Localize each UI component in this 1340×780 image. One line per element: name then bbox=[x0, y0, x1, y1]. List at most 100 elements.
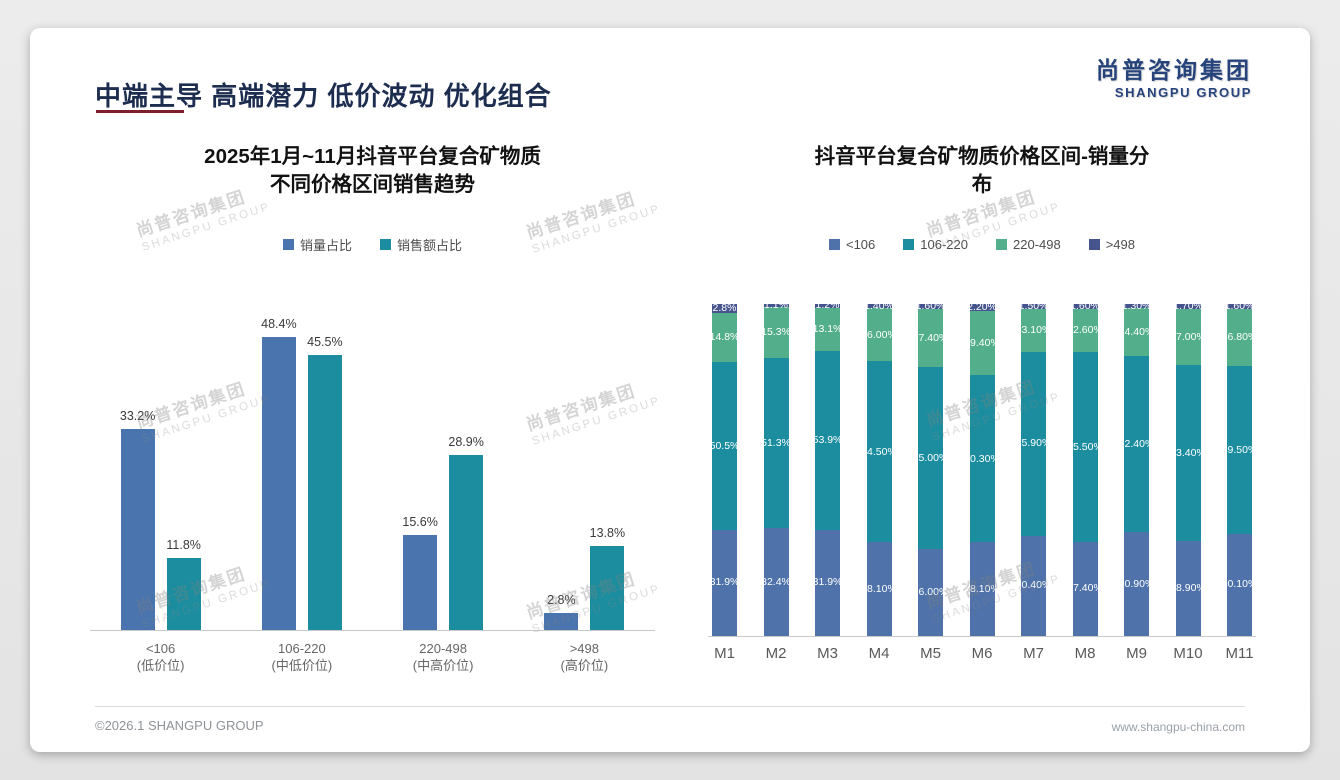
segment-value-label: 31.9% bbox=[709, 576, 740, 589]
segment-value-label: 14.8% bbox=[709, 331, 740, 344]
bar-销量占比: 15.6% bbox=[402, 515, 438, 630]
legend-swatch bbox=[903, 239, 915, 251]
segment-<106: 28.10% bbox=[964, 542, 1000, 636]
segment-value-label: 55.00% bbox=[912, 451, 949, 464]
month-label: M5 bbox=[920, 644, 941, 662]
segment-value-label: 1.60% bbox=[915, 300, 946, 312]
stacked-bar: 31.9% 53.9% 13.1% 1.2% bbox=[812, 300, 843, 636]
segment-<106: 26.00% bbox=[913, 549, 948, 636]
segment-220-498: 13.10% bbox=[1016, 308, 1051, 352]
bar-销量占比: 2.8% bbox=[544, 593, 579, 630]
month-label: M6 bbox=[971, 644, 993, 662]
segment-106-220: 55.00% bbox=[913, 366, 948, 550]
segment-value-label: 13.10% bbox=[1015, 323, 1052, 336]
legend-item: >498 bbox=[1088, 237, 1136, 253]
segment->498: 1.70% bbox=[1173, 301, 1203, 311]
title-accent-line bbox=[96, 110, 184, 113]
segment-106-220: 49.50% bbox=[1222, 365, 1257, 534]
segment-value-label: 2.8% bbox=[712, 301, 737, 314]
segment-value-label: 55.50% bbox=[1067, 440, 1103, 453]
segment->498: 1.1% bbox=[763, 300, 789, 310]
right-chart-title-line1: 抖音平台复合矿物质价格区间-销量分 bbox=[814, 145, 1150, 168]
bar-value-label: 48.4% bbox=[261, 317, 297, 332]
segment-value-label: 17.40% bbox=[912, 331, 949, 344]
right-legend: <106 106-220 220-498 >498 bbox=[708, 236, 1256, 254]
left-chart-title-line1: 2025年1月~11月抖音平台复合矿物质 bbox=[204, 145, 541, 168]
segment-<106: 27.40% bbox=[1067, 541, 1103, 636]
segment-220-498: 16.00% bbox=[861, 308, 897, 362]
bar-销量占比: 48.4% bbox=[261, 317, 297, 630]
segment-<106: 28.90% bbox=[1170, 540, 1206, 636]
left-plot: 33.2% 11.8% 48.4% 45.5% 15.6% 28.9% 2.8% 13.8% bbox=[90, 310, 655, 631]
segment-106-220: 55.90% bbox=[1016, 351, 1051, 536]
legend-item: 106-220 bbox=[903, 237, 968, 252]
segment-value-label: 30.90% bbox=[1118, 577, 1155, 590]
legend-label: >498 bbox=[1105, 237, 1136, 253]
segment->498: 1.30% bbox=[1122, 301, 1152, 311]
month-label: M7 bbox=[1023, 644, 1044, 662]
bar-销售额占比: 11.8% bbox=[166, 538, 201, 630]
bar-value-label: 28.9% bbox=[448, 435, 484, 450]
bar-value-label: 11.8% bbox=[166, 538, 201, 553]
segment-value-label: 1.40% bbox=[864, 299, 894, 312]
month-label: M1 bbox=[714, 644, 735, 662]
segment-value-label: 16.80% bbox=[1221, 331, 1258, 344]
bar-value-label: 2.8% bbox=[547, 592, 576, 607]
bar-value-label: 15.6% bbox=[402, 515, 438, 530]
stacked-bar: 28.10% 54.50% 16.00% 1.40% bbox=[861, 299, 897, 636]
legend-item: 销量占比 bbox=[282, 235, 352, 254]
segment->498: 1.60% bbox=[1070, 300, 1100, 313]
stacked-bar: 30.90% 52.40% 14.40% 1.30% bbox=[1119, 301, 1154, 636]
month-label: M9 bbox=[1126, 644, 1147, 662]
segment->498: 2.8% bbox=[712, 301, 737, 314]
left-legend: 销量占比 销售额占比 bbox=[90, 236, 655, 254]
bar-销售额占比: 13.8% bbox=[590, 526, 625, 630]
segment-value-label: 53.9% bbox=[812, 434, 843, 447]
segment-220-498: 14.40% bbox=[1119, 307, 1154, 357]
segment-220-498: 14.8% bbox=[709, 312, 740, 362]
segment-value-label: 28.10% bbox=[861, 582, 897, 595]
segment-value-label: 1.30% bbox=[1121, 299, 1152, 312]
segment-106-220: 54.50% bbox=[861, 361, 897, 543]
stacked-bar: 26.00% 55.00% 17.40% 1.60% bbox=[913, 300, 948, 636]
month-label: M4 bbox=[868, 644, 890, 662]
segment-220-498: 17.00% bbox=[1170, 309, 1206, 366]
segment-value-label: 12.60% bbox=[1067, 324, 1103, 337]
segment-value-label: 52.40% bbox=[1118, 437, 1155, 450]
segment-106-220: 50.30% bbox=[964, 375, 1000, 543]
segment->498: 1.60% bbox=[915, 300, 946, 312]
bar-value-label: 13.8% bbox=[589, 526, 626, 541]
left-chart-title-line2: 不同价格区间销售趋势 bbox=[270, 173, 475, 197]
segment-220-498: 19.40% bbox=[964, 310, 1000, 376]
legend-swatch bbox=[282, 239, 294, 251]
segment-value-label: 1.60% bbox=[1070, 300, 1100, 313]
segment-106-220: 50.5% bbox=[710, 362, 739, 530]
footer-website: www.shangpu-china.com bbox=[1111, 720, 1245, 734]
bar-value-label: 45.5% bbox=[307, 334, 343, 349]
segment-220-498: 15.3% bbox=[761, 307, 791, 358]
segment-<106: 30.40% bbox=[1016, 535, 1051, 636]
right-plot: 31.9% 50.5% 14.8% 2.8% 32.4% 51.3% 15.3% 1.1% 31… bbox=[708, 299, 1257, 637]
slide-card: 中端主导 高端潜力 低价波动 优化组合 尚普咨询集团 SHANGPU GROUP… bbox=[30, 28, 1310, 752]
segment-value-label: 49.50% bbox=[1221, 443, 1258, 456]
segment-value-label: 30.40% bbox=[1015, 579, 1052, 592]
segment-<106: 30.10% bbox=[1222, 533, 1257, 636]
segment-value-label: 32.4% bbox=[761, 575, 791, 588]
month-label: M8 bbox=[1074, 644, 1096, 662]
legend-swatch bbox=[380, 239, 391, 251]
segment-value-label: 1.60% bbox=[1224, 300, 1255, 313]
segment-220-498: 17.40% bbox=[913, 308, 948, 367]
month-label: M2 bbox=[765, 644, 787, 662]
stacked-bar: 27.40% 55.50% 12.60% 1.60% bbox=[1067, 300, 1103, 636]
x-axis-label: >498 (高价位) bbox=[560, 640, 609, 674]
stacked-bar: 30.10% 49.50% 16.80% 1.60% bbox=[1222, 300, 1257, 636]
segment-value-label: 51.3% bbox=[761, 436, 791, 449]
segment-value-label: 30.10% bbox=[1221, 578, 1258, 591]
segment->498: 2.20% bbox=[967, 302, 997, 312]
legend-label: 220-498 bbox=[1013, 237, 1061, 253]
stacked-bar: 28.90% 53.40% 17.00% 1.70% bbox=[1170, 301, 1206, 636]
brand-logo: 尚普咨询集团 SHANGPU GROUP bbox=[1096, 57, 1252, 100]
right-chart: 抖音平台复合矿物质价格区间-销量分 布 <106 106-220 220-498 >4… bbox=[708, 143, 1257, 662]
segment-value-label: 50.30% bbox=[964, 452, 1000, 465]
